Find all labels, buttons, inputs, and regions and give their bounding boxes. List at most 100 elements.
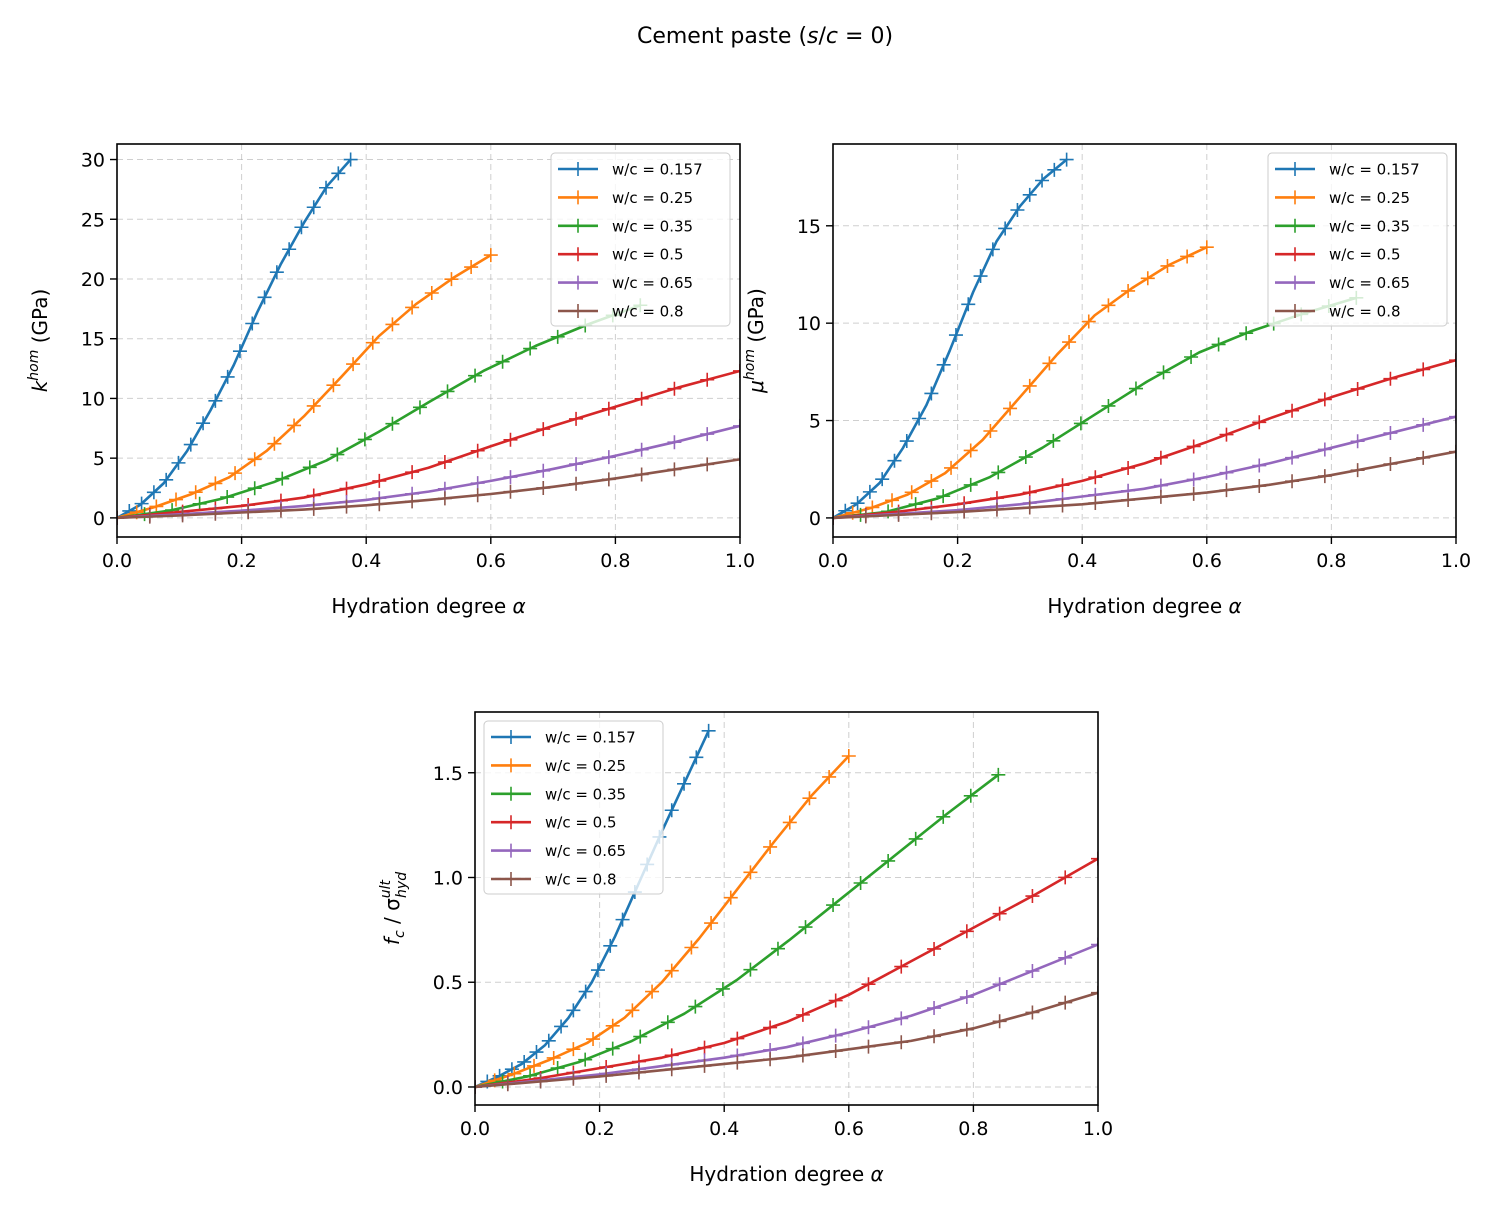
series-wc0.8 <box>475 985 1098 1094</box>
data-point-marker <box>1184 349 1199 364</box>
y-tick-label: 20 <box>81 269 105 291</box>
data-point-marker <box>1416 450 1431 465</box>
x-axis-label: Hydration degree α <box>1047 594 1241 618</box>
legend-item: w/c = 0.8 <box>1275 303 1401 321</box>
x-tick-label: 0.4 <box>709 1118 739 1140</box>
data-point-marker <box>346 357 361 372</box>
series-line <box>833 246 1208 520</box>
data-point-marker <box>924 474 939 489</box>
data-point-marker <box>841 748 856 763</box>
data-point-marker <box>1383 457 1398 472</box>
legend-marker <box>571 190 585 205</box>
legend-label: w/c = 0.65 <box>612 274 693 292</box>
axes-frame <box>832 143 1457 538</box>
data-point-marker <box>569 411 584 426</box>
data-point-marker <box>117 510 124 525</box>
x-tick-label: 1.0 <box>725 550 755 572</box>
legend-label: w/c = 0.5 <box>1329 246 1401 264</box>
data-point-marker <box>904 485 919 500</box>
data-point-marker <box>578 1052 593 1067</box>
legend-item: w/c = 0.157 <box>1275 161 1420 179</box>
y-tick-label: 5 <box>93 448 105 470</box>
data-point-marker <box>440 384 455 399</box>
legend-marker <box>504 815 518 830</box>
data-point-marker <box>1059 152 1074 167</box>
y-tick-label: 0.5 <box>433 972 463 994</box>
data-point-marker <box>795 1048 810 1063</box>
data-point-marker <box>1121 283 1136 298</box>
data-point-marker <box>701 723 716 738</box>
data-point-marker <box>1383 371 1398 386</box>
series-wc0.157 <box>833 152 1074 525</box>
data-point-marker <box>1186 472 1201 487</box>
data-point-marker <box>634 391 649 406</box>
data-point-marker <box>850 496 865 511</box>
data-point-marker <box>826 898 841 913</box>
y-label-unit: (GPa) <box>744 288 768 349</box>
data-point-marker <box>149 499 164 514</box>
data-point-marker <box>601 450 616 465</box>
data-point-marker <box>881 853 896 868</box>
data-point-marker <box>306 501 321 516</box>
x-tick-label: 0.2 <box>226 550 256 572</box>
data-point-marker <box>763 839 778 854</box>
data-point-marker <box>527 1058 542 1073</box>
data-point-marker <box>633 1029 648 1044</box>
data-point-marker <box>503 432 518 447</box>
y-label-sup: hom <box>26 350 42 381</box>
legend-marker <box>1288 162 1302 176</box>
data-point-marker <box>645 984 660 999</box>
data-point-marker <box>936 357 951 372</box>
data-point-marker <box>483 248 498 263</box>
series-line <box>475 755 850 1089</box>
legend-item: w/c = 0.25 <box>491 757 626 775</box>
legend-marker <box>571 247 585 262</box>
data-point-marker <box>603 938 618 953</box>
data-point-marker <box>475 1079 482 1094</box>
series-line <box>833 296 1357 520</box>
series-line <box>117 158 352 520</box>
data-point-marker <box>275 471 290 486</box>
data-point-marker <box>865 500 880 515</box>
data-point-marker <box>554 1019 569 1034</box>
y-tick-label: 15 <box>81 329 105 351</box>
legend-label: w/c = 0.35 <box>612 217 693 235</box>
data-point-marker <box>1058 870 1073 885</box>
series-line <box>475 857 1098 1089</box>
data-point-marker <box>1153 450 1168 465</box>
data-point-marker <box>343 152 358 167</box>
series-line <box>117 424 740 520</box>
x-tick-label: 0.8 <box>1316 550 1346 572</box>
data-point-marker <box>1091 851 1098 866</box>
legend-marker <box>504 843 518 858</box>
data-point-marker <box>833 510 840 525</box>
legend-marker <box>504 872 518 886</box>
data-point-marker <box>1101 398 1116 413</box>
data-point-marker <box>667 381 682 396</box>
data-point-marker <box>1025 889 1040 904</box>
data-point-marker <box>634 467 649 482</box>
data-point-marker <box>142 509 157 524</box>
legend-label: w/c = 0.65 <box>545 842 626 860</box>
x-tick-label: 0.0 <box>818 550 848 572</box>
series-wc0.8 <box>833 444 1456 525</box>
x-tick-label: 1.0 <box>1441 550 1471 572</box>
data-point-marker <box>861 1020 876 1035</box>
data-point-marker <box>770 941 785 956</box>
y-axis-label: khom (GPa) <box>26 289 52 393</box>
legend-label: w/c = 0.8 <box>612 303 684 321</box>
x-tick-label: 0.6 <box>1192 550 1222 572</box>
data-point-marker <box>196 416 211 431</box>
data-point-marker <box>1121 460 1136 475</box>
data-point-marker <box>503 484 518 499</box>
y-label-base: k <box>28 379 52 392</box>
data-point-marker <box>1018 450 1033 465</box>
data-point-marker <box>684 940 699 955</box>
data-point-marker <box>500 1077 515 1092</box>
y-tick-label: 1.0 <box>433 867 463 889</box>
data-point-marker <box>1058 995 1073 1010</box>
x-axis-label-text: Hydration degree <box>1047 594 1228 618</box>
data-point-marker <box>1140 271 1155 286</box>
data-point-marker <box>822 769 837 784</box>
data-point-marker <box>437 491 452 506</box>
